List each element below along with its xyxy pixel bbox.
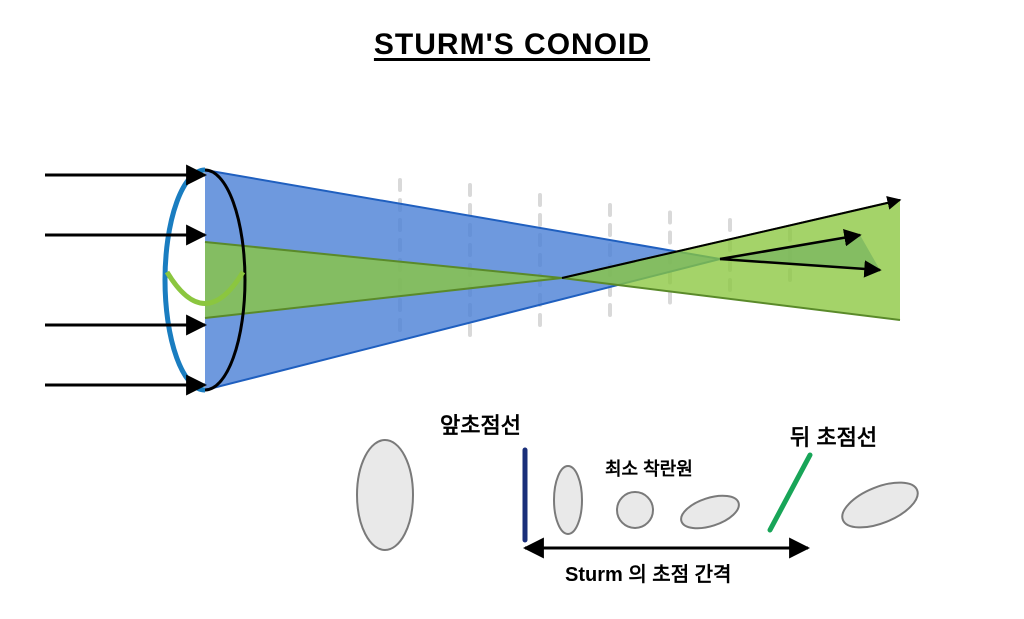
focal-line	[770, 455, 810, 530]
cross-section-ellipse	[836, 473, 924, 536]
cross-section-ellipse	[554, 466, 582, 534]
cross-section-ellipse	[357, 440, 413, 550]
label-sturm-interval: Sturm 의 초점 간격	[565, 558, 731, 587]
label-back-focal-line: 뒤 초점선	[790, 420, 877, 452]
label-front-focal-line: 앞초점선	[440, 408, 521, 440]
cross-section-ellipse	[677, 489, 743, 534]
sturms-conoid-diagram	[0, 0, 1024, 619]
cross-section-ellipse	[617, 492, 653, 528]
label-circle-least-conf: 최소 착란원	[605, 455, 693, 481]
